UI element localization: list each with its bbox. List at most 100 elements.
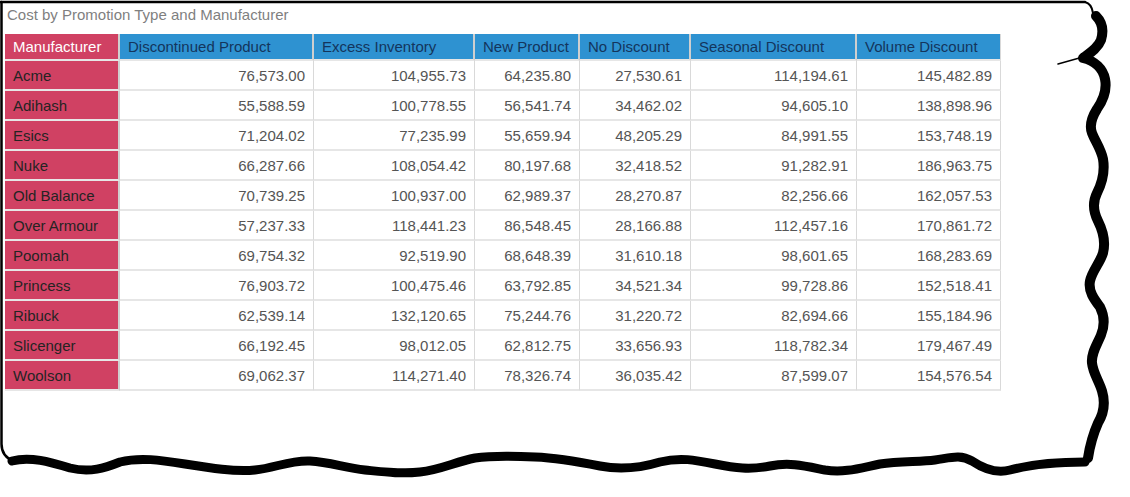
value-cell: 98,012.05 [314,331,475,361]
column-header-seasonal-discount[interactable]: Seasonal Discount [691,34,857,61]
value-cell: 118,441.23 [314,211,475,241]
value-cell: 138,898.96 [857,91,1001,121]
row-label-adihash: Adihash [5,91,120,121]
value-cell: 31,220.72 [580,301,691,331]
header-row: Manufacturer Discontinued ProductExcess … [5,34,1001,61]
table-body: Acme76,573.00104,955.7364,235.8027,530.6… [5,61,1001,391]
value-cell: 152,518.41 [857,271,1001,301]
value-cell: 71,204.02 [120,121,314,151]
value-cell: 69,062.37 [120,361,314,391]
value-cell: 92,519.90 [314,241,475,271]
value-cell: 155,184.96 [857,301,1001,331]
value-cell: 91,282.91 [691,151,857,181]
row-label-poomah: Poomah [5,241,120,271]
value-cell: 34,462.02 [580,91,691,121]
value-cell: 76,573.00 [120,61,314,91]
value-cell: 94,605.10 [691,91,857,121]
value-cell: 154,576.54 [857,361,1001,391]
value-cell: 64,235.80 [475,61,580,91]
value-cell: 168,283.69 [857,241,1001,271]
value-cell: 98,601.65 [691,241,857,271]
value-cell: 179,467.49 [857,331,1001,361]
row-label-woolson: Woolson [5,361,120,391]
value-cell: 70,739.25 [120,181,314,211]
value-cell: 153,748.19 [857,121,1001,151]
table-row-adihash: Adihash55,588.59100,778.5556,541.7434,46… [5,91,1001,121]
value-cell: 63,792.85 [475,271,580,301]
value-cell: 66,192.45 [120,331,314,361]
row-label-princess: Princess [5,271,120,301]
value-cell: 108,054.42 [314,151,475,181]
value-cell: 87,599.07 [691,361,857,391]
value-cell: 78,326.74 [475,361,580,391]
value-cell: 84,991.55 [691,121,857,151]
value-cell: 77,235.99 [314,121,475,151]
page-title: Cost by Promotion Type and Manufacturer [7,6,289,23]
bottom-torn-edge [12,456,1085,473]
value-cell: 66,287.66 [120,151,314,181]
value-cell: 100,937.00 [314,181,475,211]
value-cell: 100,778.55 [314,91,475,121]
value-cell: 62,989.37 [475,181,580,211]
value-cell: 48,205.29 [580,121,691,151]
column-header-manufacturer[interactable]: Manufacturer [5,34,120,61]
value-cell: 55,659.94 [475,121,580,151]
row-label-over-armour: Over Armour [5,211,120,241]
value-cell: 56,541.74 [475,91,580,121]
value-cell: 76,903.72 [120,271,314,301]
table-row-woolson: Woolson69,062.37114,271.4078,326.7436,03… [5,361,1001,391]
table-row-poomah: Poomah69,754.3292,519.9068,648.3931,610.… [5,241,1001,271]
value-cell: 27,530.61 [580,61,691,91]
value-cell: 36,035.42 [580,361,691,391]
value-cell: 75,244.76 [475,301,580,331]
column-header-new-product[interactable]: New Product [475,34,580,61]
value-cell: 62,539.14 [120,301,314,331]
table-row-over-armour: Over Armour57,237.33118,441.2386,548.452… [5,211,1001,241]
value-cell: 114,194.61 [691,61,857,91]
value-cell: 114,271.40 [314,361,475,391]
row-label-acme: Acme [5,61,120,91]
column-header-volume-discount[interactable]: Volume Discount [857,34,1001,61]
value-cell: 118,782.34 [691,331,857,361]
value-cell: 104,955.73 [314,61,475,91]
value-cell: 68,648.39 [475,241,580,271]
value-cell: 31,610.18 [580,241,691,271]
value-cell: 186,963.75 [857,151,1001,181]
right-torn-spike [1058,55,1090,64]
value-cell: 112,457.16 [691,211,857,241]
table-row-acme: Acme76,573.00104,955.7364,235.8027,530.6… [5,61,1001,91]
table-row-nuke: Nuke66,287.66108,054.4280,197.6832,418.5… [5,151,1001,181]
value-cell: 132,120.65 [314,301,475,331]
right-torn-edge [1083,16,1106,458]
row-label-slicenger: Slicenger [5,331,120,361]
table-row-princess: Princess76,903.72100,475.4663,792.8534,5… [5,271,1001,301]
column-header-no-discount[interactable]: No Discount [580,34,691,61]
row-label-esics: Esics [5,121,120,151]
top-right-hook [1085,2,1093,13]
table-row-slicenger: Slicenger66,192.4598,012.0562,812.7533,6… [5,331,1001,361]
value-cell: 62,812.75 [475,331,580,361]
value-cell: 28,270.87 [580,181,691,211]
value-cell: 34,521.34 [580,271,691,301]
value-cell: 28,166.88 [580,211,691,241]
row-label-old-balance: Old Balance [5,181,120,211]
column-header-excess-inventory[interactable]: Excess Inventory [314,34,475,61]
table-row-esics: Esics71,204.0277,235.9955,659.9448,205.2… [5,121,1001,151]
value-cell: 86,548.45 [475,211,580,241]
column-header-discontinued-product[interactable]: Discontinued Product [120,34,314,61]
value-cell: 32,418.52 [580,151,691,181]
value-cell: 100,475.46 [314,271,475,301]
value-cell: 99,728.86 [691,271,857,301]
value-cell: 82,694.66 [691,301,857,331]
row-label-ribuck: Ribuck [5,301,120,331]
value-cell: 55,588.59 [120,91,314,121]
value-cell: 145,482.89 [857,61,1001,91]
value-cell: 170,861.72 [857,211,1001,241]
table-row-ribuck: Ribuck62,539.14132,120.6575,244.7631,220… [5,301,1001,331]
value-cell: 69,754.32 [120,241,314,271]
row-label-nuke: Nuke [5,151,120,181]
table-row-old-balance: Old Balance70,739.25100,937.0062,989.372… [5,181,1001,211]
value-cell: 82,256.66 [691,181,857,211]
value-cell: 80,197.68 [475,151,580,181]
value-cell: 57,237.33 [120,211,314,241]
